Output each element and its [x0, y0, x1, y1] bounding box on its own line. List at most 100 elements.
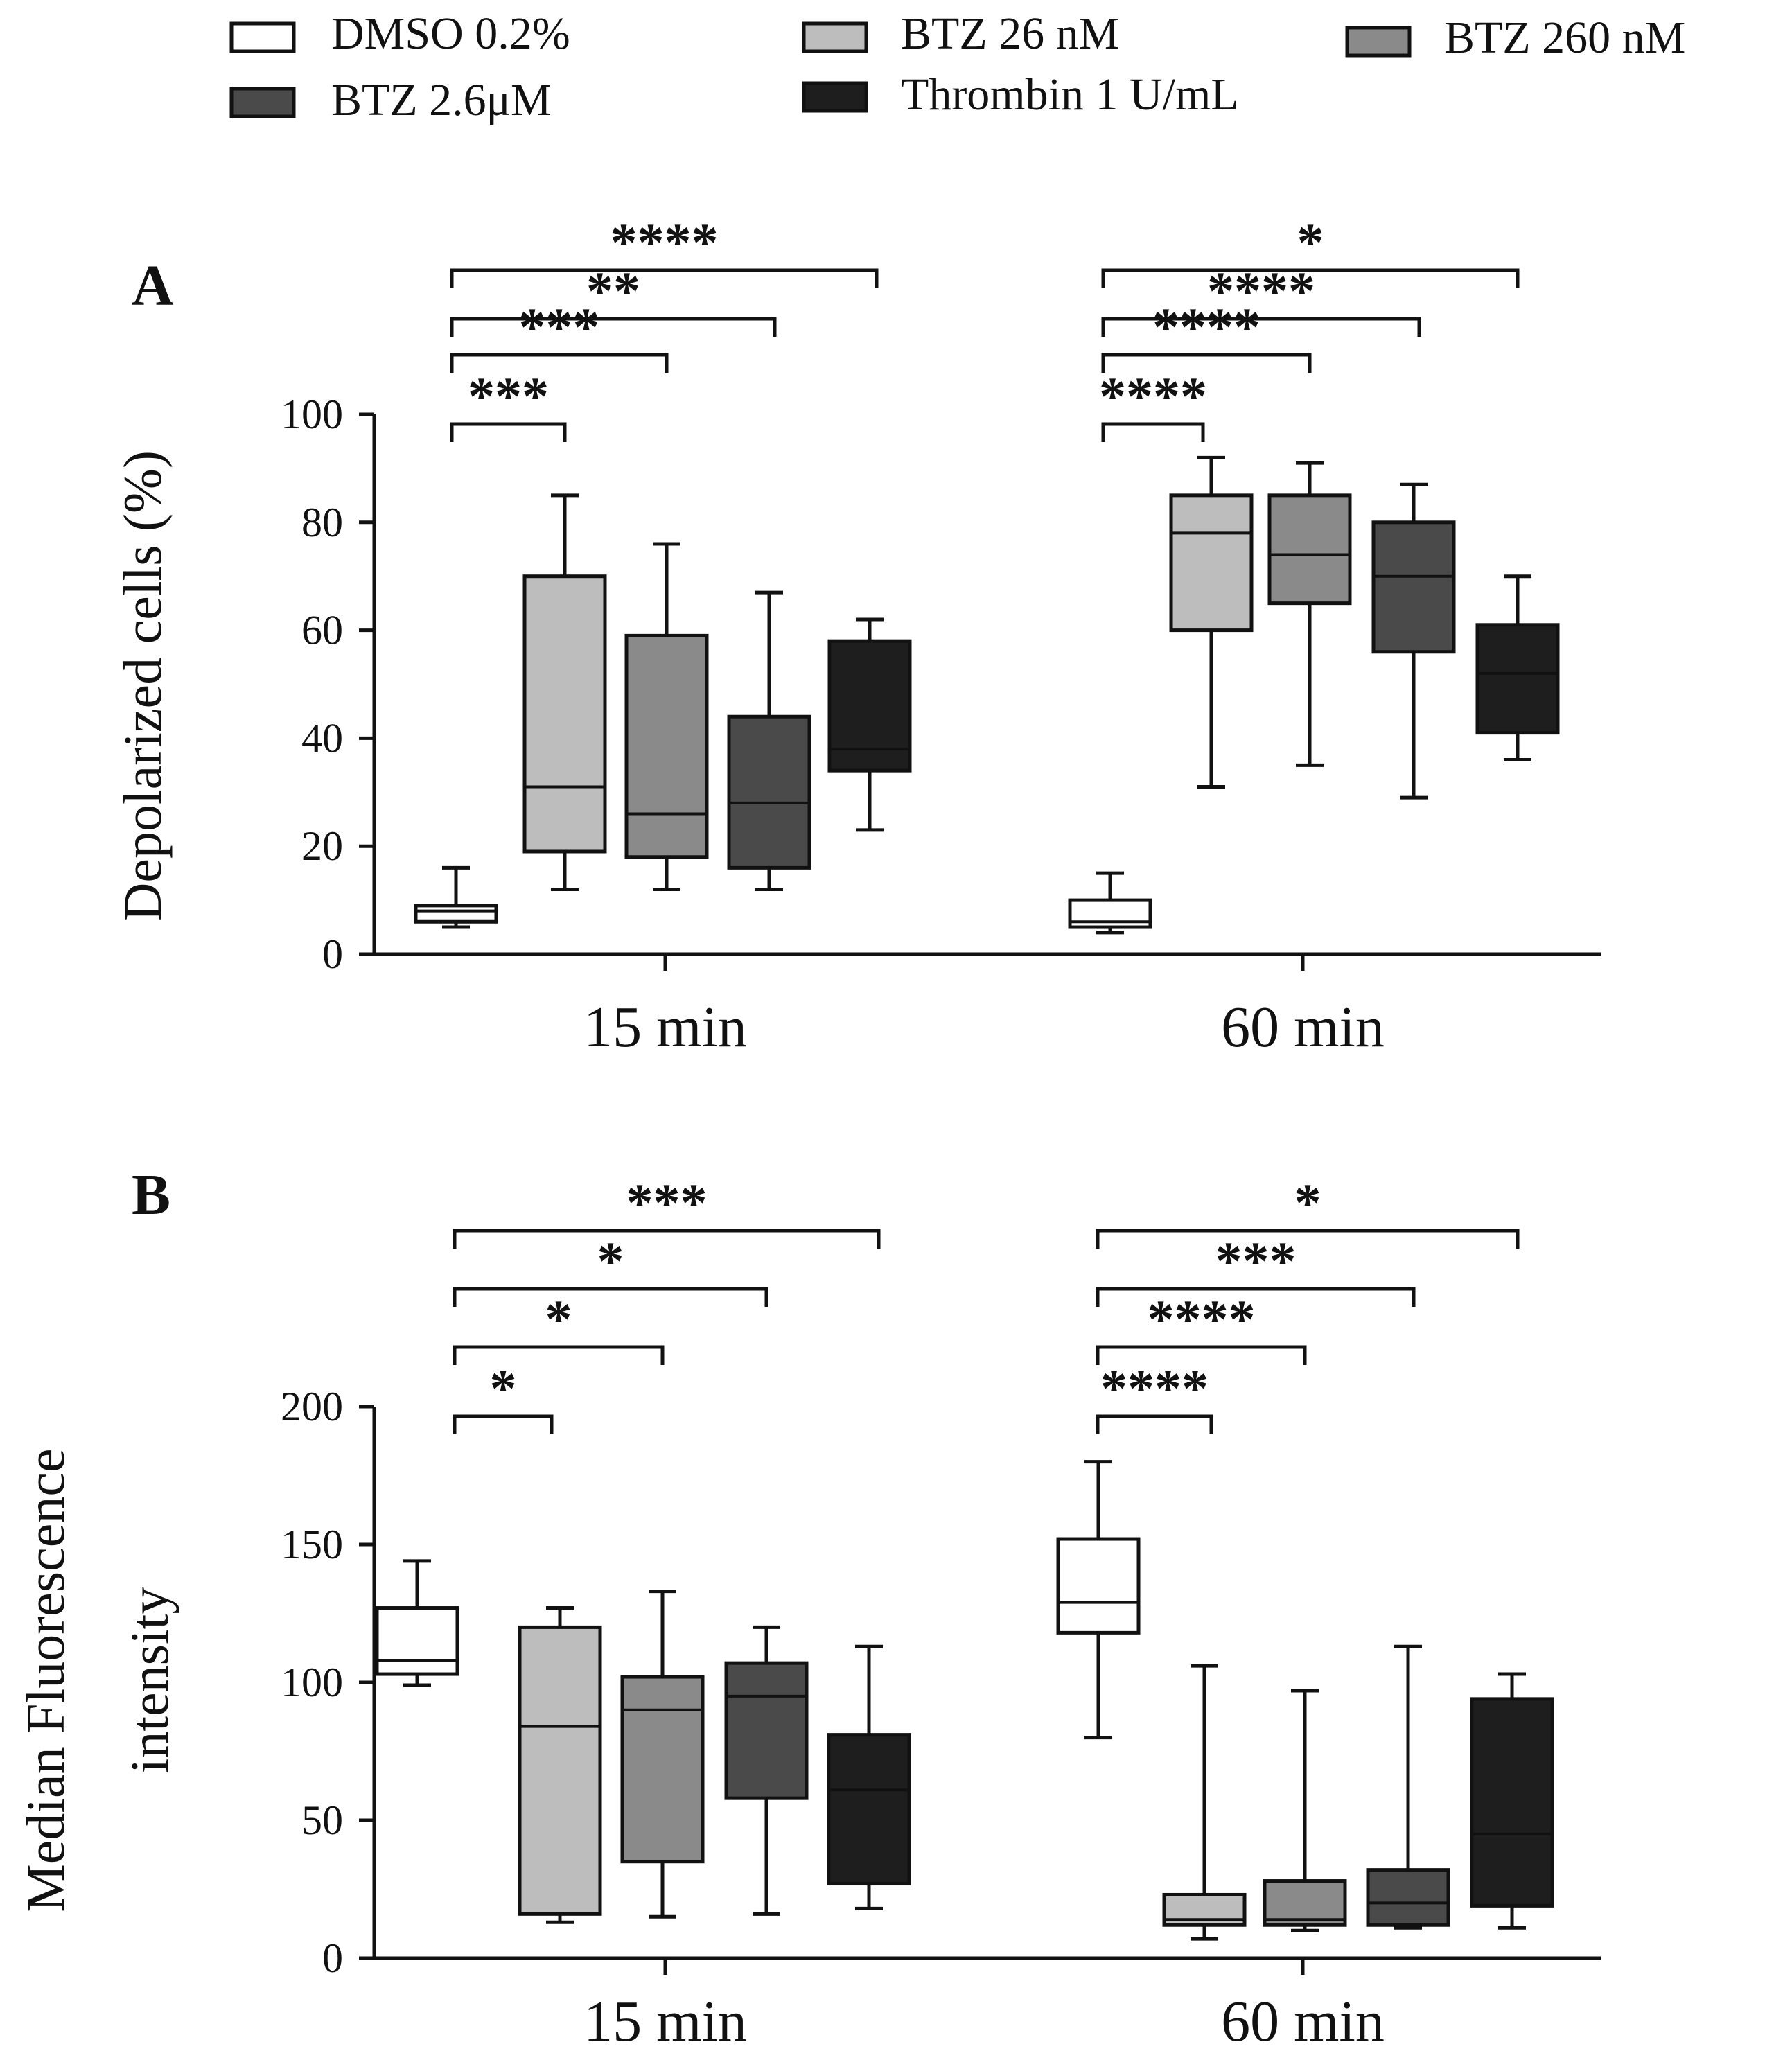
iqr-box: [1366, 1868, 1450, 1927]
panel-b-box-0-btz-260nm: [620, 1590, 705, 1919]
panel-b-box-1-btz-260nm: [1263, 1689, 1347, 1932]
panel-a-box-1-btz-26nm: [1169, 455, 1254, 789]
significance-bracket: [1096, 1229, 1520, 1249]
iqr-box: [1371, 520, 1456, 654]
significance-label: *: [490, 1358, 517, 1418]
iqr-box: [1470, 1697, 1554, 1908]
panel-a-box-1-btz-2-6um: [1371, 482, 1456, 800]
panel-b-y-axis-label: Median Fluorescence intensity: [15, 1448, 179, 1912]
legend-label-thrombin: Thrombin 1 U/mL: [901, 69, 1239, 120]
panel-b-y-tick-label-50: 50: [301, 1797, 343, 1843]
significance-bracket: [450, 422, 567, 442]
legend-label-btz-26nm: BTZ 26 nM: [901, 8, 1119, 59]
panel-a-y-tick-label-40: 40: [301, 715, 343, 761]
iqr-box: [1056, 1537, 1141, 1635]
panel-b-significance-1-2: ***: [1096, 1231, 1416, 1307]
panel-b-box-1-btz-2-6um: [1366, 1644, 1450, 1930]
significance-bracket: [453, 1229, 881, 1249]
panel-a-significance-0-0: ***: [450, 366, 567, 442]
panel-a-y-axis-label-line-0: Depolarized cells (%): [112, 450, 173, 922]
iqr-box: [827, 639, 912, 773]
panel-b-groups: 15 min 60 min: [583, 1958, 1385, 2054]
legend: DMSO 0.2% BTZ 26 nM BTZ 260 nM BTZ 2.6μM…: [229, 8, 1685, 125]
significance-bracket: [450, 268, 879, 288]
panel-b: B Median Fluorescence intensity 0 50 100 150…: [15, 1163, 1601, 2054]
iqr-box: [375, 1606, 459, 1676]
panel-b-significance-1-1: ****: [1096, 1289, 1307, 1365]
panel-b-group-label-0: 15 min: [583, 1989, 747, 2054]
significance-label: ***: [626, 1172, 708, 1233]
panel-b-y-axis-label-line-1: intensity: [119, 1587, 179, 1774]
significance-label: ***: [519, 297, 600, 357]
panel-b-box-0-btz-26nm: [518, 1606, 602, 1924]
panel-a-significance-1-3: *: [1101, 212, 1520, 288]
legend-label-btz-2-6um: BTZ 2.6μM: [331, 75, 552, 125]
legend-item-dmso: DMSO 0.2%: [229, 8, 570, 59]
panel-b-box-1-btz-26nm: [1162, 1664, 1247, 1941]
panel-a: A Depolarized cells (%) 0 20 40 60 80 100 15 …: [112, 212, 1601, 1059]
legend-item-btz-2-6um: BTZ 2.6μM: [229, 75, 552, 125]
panel-b-box-0-btz-2-6um: [724, 1625, 809, 1916]
iqr-box: [1169, 493, 1254, 633]
significance-bracket: [1101, 317, 1421, 337]
panel-b-y-tick-label-0: 0: [322, 1935, 343, 1981]
legend-swatch-thrombin: [802, 81, 868, 113]
panel-a-box-0-btz-260nm: [624, 542, 709, 892]
significance-label: *: [545, 1289, 572, 1349]
panel-letter-b: B: [132, 1163, 170, 1227]
iqr-box: [1475, 623, 1560, 735]
panel-a-box-0-btz-26nm: [522, 493, 607, 892]
significance-label: ****: [1100, 1358, 1209, 1418]
significance-bracket: [1096, 1414, 1213, 1434]
panel-a-box-0-thrombin: [827, 617, 912, 832]
panel-a-y-tick-label-20: 20: [301, 823, 343, 869]
significance-label: ****: [1099, 366, 1207, 426]
significance-label: *: [1294, 1172, 1321, 1233]
legend-swatch-dmso: [229, 21, 296, 53]
significance-label: ***: [468, 366, 549, 426]
significance-label: *: [1297, 212, 1324, 272]
panel-a-y-tick-label-60: 60: [301, 608, 343, 653]
panel-b-group-label-1: 60 min: [1221, 1989, 1385, 2054]
legend-item-btz-260nm: BTZ 260 nM: [1345, 12, 1685, 63]
panel-b-significance-0-2: *: [453, 1231, 768, 1307]
iqr-box: [1267, 493, 1352, 606]
legend-label-dmso: DMSO 0.2%: [331, 8, 570, 59]
panel-a-y-tick-label-0: 0: [322, 931, 343, 977]
significance-bracket: [1101, 422, 1205, 442]
panel-a-significance-1-1: ****: [1101, 297, 1312, 373]
panel-b-y-tick-label-100: 100: [281, 1659, 343, 1705]
iqr-box: [518, 1625, 602, 1916]
panel-b-significance-0-3: ***: [453, 1172, 881, 1249]
panel-b-significance-1-3: *: [1096, 1172, 1520, 1249]
significance-label: ****: [1148, 1289, 1256, 1349]
legend-item-btz-26nm: BTZ 26 nM: [802, 8, 1119, 59]
panel-a-y-tick-label-80: 80: [301, 500, 343, 545]
significance-label: ***: [1215, 1231, 1297, 1291]
panel-a-significance-0-1: ***: [450, 297, 669, 373]
panel-a-significance-1-0: ****: [1099, 366, 1207, 442]
significance-label: *: [597, 1231, 624, 1291]
panel-b-box-1-thrombin: [1470, 1672, 1554, 1930]
panel-a-y-ticks: 0 20 40 60 80 100: [281, 391, 374, 977]
panel-a-box-1-dmso: [1068, 871, 1152, 935]
significance-bracket: [450, 317, 777, 337]
panel-b-boxes: [375, 1460, 1554, 1941]
iqr-box: [827, 1733, 911, 1886]
significance-bracket: [1096, 1345, 1307, 1365]
panel-b-y-tick-label-150: 150: [281, 1522, 343, 1567]
panel-a-box-1-btz-260nm: [1267, 461, 1352, 767]
iqr-box: [522, 574, 607, 854]
significance-label: ****: [1152, 297, 1260, 357]
iqr-box: [727, 714, 811, 870]
significance-bracket: [453, 1414, 554, 1434]
panel-b-y-tick-label-200: 200: [281, 1384, 343, 1429]
legend-swatch-btz-26nm: [802, 21, 868, 53]
panel-b-box-0-thrombin: [827, 1644, 911, 1910]
significance-bracket: [1101, 268, 1520, 288]
legend-swatch-btz-2-6um: [229, 87, 296, 118]
panel-b-significance-0-0: *: [453, 1358, 554, 1434]
significance-bracket: [453, 1287, 768, 1307]
panel-b-y-axis-label-line-0: Median Fluorescence: [15, 1448, 76, 1912]
